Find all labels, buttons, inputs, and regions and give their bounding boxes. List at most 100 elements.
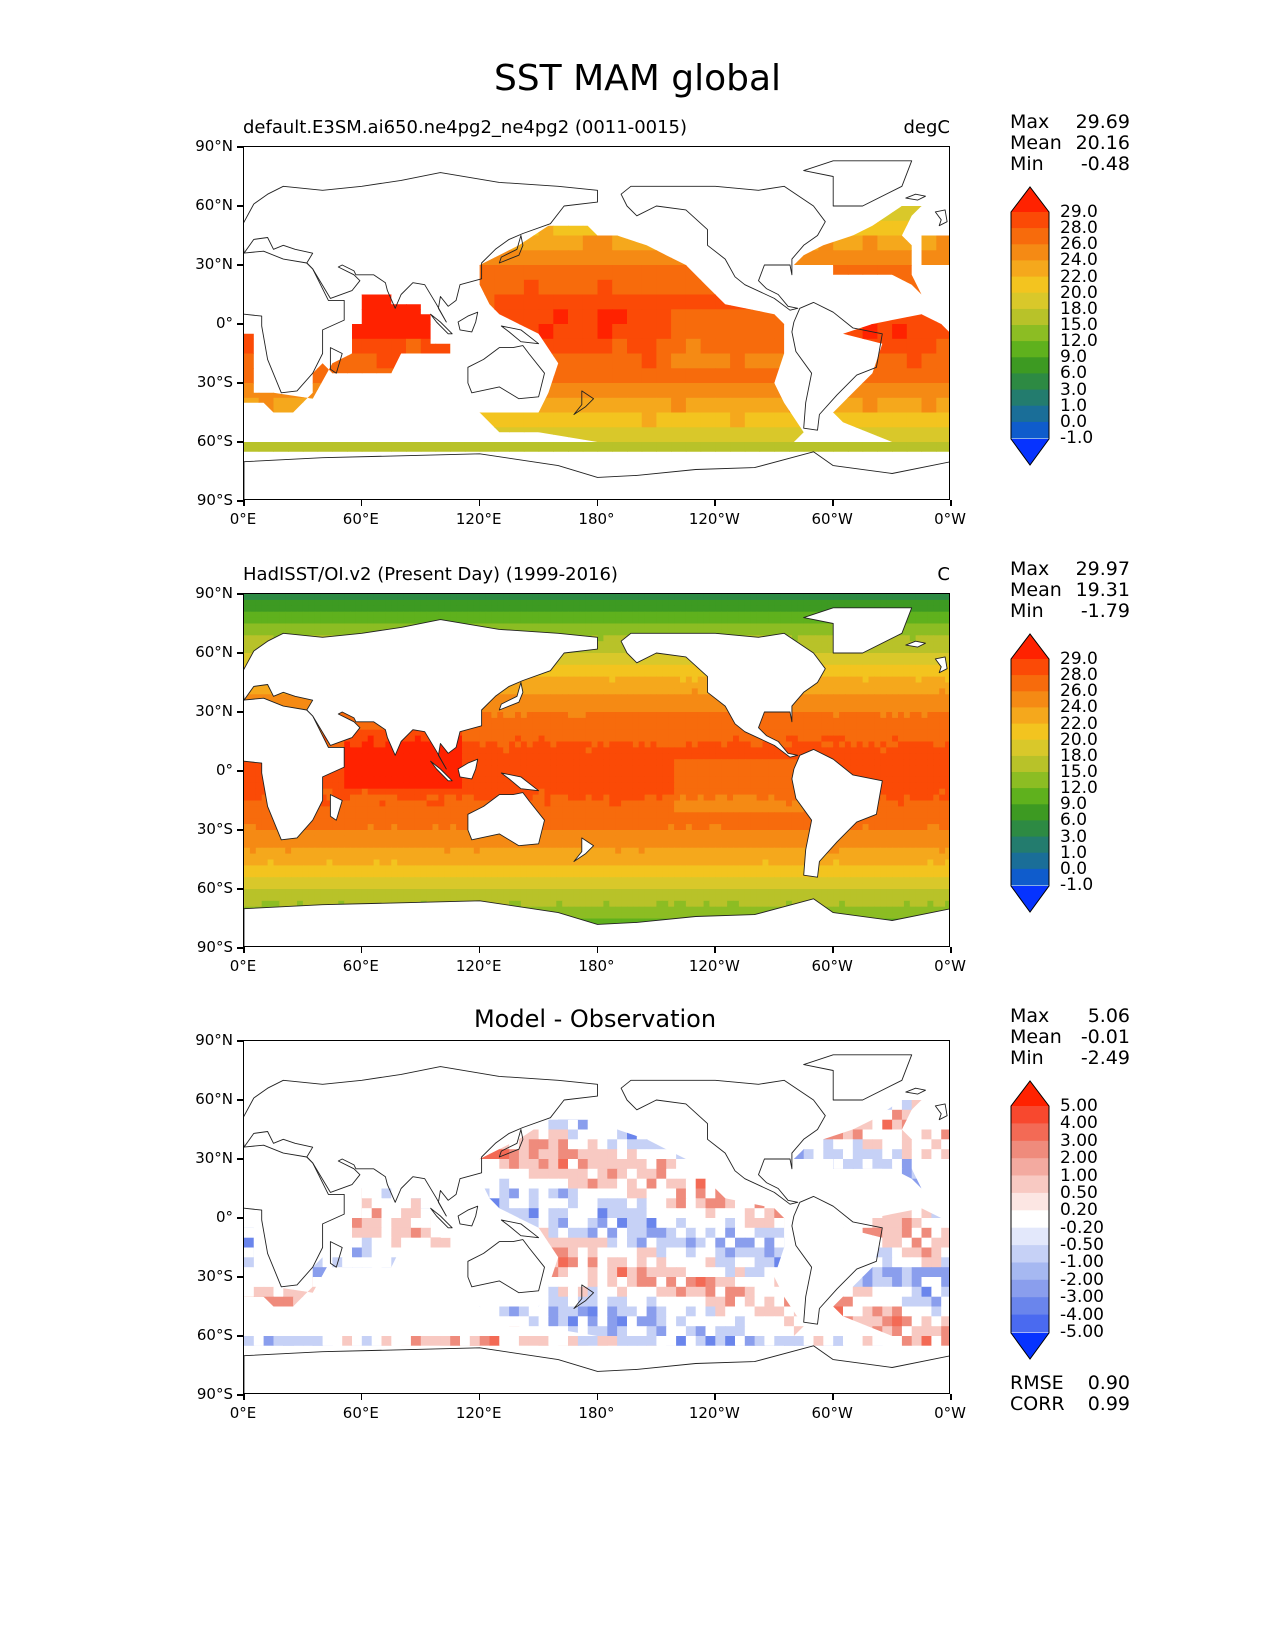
colorbar-label: 3.0 [1060,826,1088,847]
lon-tick-mark [243,500,245,506]
stat-label: Max [1010,1005,1050,1027]
colorbar-swatch [1011,212,1049,229]
lon-tick-label: 180° [578,1404,615,1422]
colorbar-swatch [1011,228,1049,245]
lat-tick-mark [237,1335,243,1337]
lat-tick-mark [237,323,243,325]
colorbar-label: 1.0 [1060,395,1088,416]
lon-tick-label: 60°W [811,510,853,528]
colorbar-label: 6.0 [1060,363,1088,384]
map-field-difference [244,1054,949,1393]
stat-value: -0.01 [1080,1026,1130,1048]
figure-title: SST MAM global [493,58,782,99]
colorbar-label: 29.0 [1060,202,1098,222]
colorbar-label: 18.0 [1060,745,1098,766]
lat-tick-label: 60°S [196,879,233,897]
colorbar-label: 4.00 [1060,1113,1098,1134]
lon-tick-mark [360,500,363,506]
lon-tick-label: 120°E [455,957,502,975]
colorbar-swatch [1011,868,1049,886]
stat-value: -0.48 [1080,153,1130,175]
colorbar-label: 0.20 [1060,1200,1098,1221]
colorbar-swatch [1011,1262,1049,1281]
metric-label: CORR [1010,1393,1065,1415]
stat-label: Max [1010,558,1050,580]
lon-tick-mark [950,1394,952,1400]
lon-tick-mark [360,947,363,953]
lat-tick-mark [237,441,243,443]
lon-tick-label: 0°E [229,1404,257,1422]
lon-tick-mark [360,1394,363,1400]
lat-tick-label: 90°N [195,137,233,155]
colorbar-label: 24.0 [1060,250,1098,271]
lat-tick-mark [237,382,243,384]
colorbar-label: 18.0 [1060,298,1098,319]
map-model [243,146,950,500]
lon-tick-mark [243,1394,245,1400]
lon-tick-label: 120°W [688,1404,740,1422]
colorbar-swatch [1011,804,1049,821]
lon-tick-label: 60°E [342,1404,379,1422]
stat-label: Mean [1010,1026,1062,1048]
stat-value: 29.97 [1075,558,1130,580]
colorbar-swatch [1011,1175,1049,1194]
colorbar-swatch [1011,276,1049,294]
colorbar-difference [1010,1080,1050,1360]
panel-units: C [937,564,950,585]
colorbar-swatch [1011,723,1049,741]
lat-tick-label: 30°N [195,255,233,273]
metric-value: 0.99 [1087,1393,1130,1415]
lat-tick-label: 60°S [196,1326,233,1344]
colorbar-swatch [1011,405,1049,423]
colorbar-label: 22.0 [1060,266,1098,287]
colorbar-swatch [1011,675,1049,692]
metric-value: 0.90 [1087,1372,1130,1394]
colorbar-swatch [1011,244,1049,261]
lat-tick-label: 90°N [195,1031,233,1049]
stat-label: Min [1010,1047,1044,1069]
lat-tick-label: 90°S [196,1385,233,1403]
lat-tick-label: 0° [215,1208,233,1226]
metric-label: RMSE [1010,1372,1064,1394]
colorbar-label: 3.00 [1060,1130,1098,1151]
panel-units: degC [903,117,951,138]
panel-title: Model - Observation [473,1005,717,1033]
lon-tick-label: 120°E [455,1404,502,1422]
colorbar-swatch [1011,1297,1049,1316]
colorbar-swatch [1011,1210,1049,1229]
map-field-model [244,160,949,499]
colorbar-swatch [1011,772,1049,789]
colorbar-label: 0.0 [1060,858,1088,879]
colorbar-swatch [1011,739,1049,757]
lon-tick-label: 60°E [342,957,379,975]
colorbar-label: -4.00 [1060,1304,1104,1325]
colorbar-swatch [1011,389,1049,407]
lon-tick-mark [832,500,834,506]
lon-tick-label: 60°W [811,1404,853,1422]
colorbar-swatch [1011,1158,1049,1177]
colorbar-swatch [1011,1314,1049,1333]
colorbar-swatch [1011,1192,1049,1211]
colorbar-label: 0.0 [1060,411,1088,432]
colorbar-label: 15.0 [1060,762,1098,782]
colorbar-label: 29.0 [1060,649,1098,669]
colorbar-label: -0.20 [1060,1217,1104,1238]
colorbar-model [1010,186,1050,466]
colorbar-swatch [1011,292,1049,310]
panel-title-left: default.E3SM.ai650.ne4pg2_ne4pg2 (0011-0… [243,117,688,138]
stat-value: -1.79 [1080,600,1130,622]
lat-tick-mark [237,770,243,772]
lat-tick-mark [237,829,243,831]
lat-tick-label: 30°S [196,820,233,838]
map-field-observation [244,594,949,946]
colorbar-label: -0.50 [1060,1235,1104,1256]
lon-tick-label: 0°E [229,510,257,528]
colorbar-swatch [1011,852,1049,870]
map-observation [243,593,950,947]
lat-tick-label: 0° [215,314,233,332]
colorbar-swatch [1011,707,1049,724]
colorbar-label: 26.0 [1060,681,1098,702]
lon-tick-mark [478,1394,481,1400]
lat-tick-label: 60°N [195,1090,233,1108]
colorbar-label: -1.0 [1060,428,1094,448]
